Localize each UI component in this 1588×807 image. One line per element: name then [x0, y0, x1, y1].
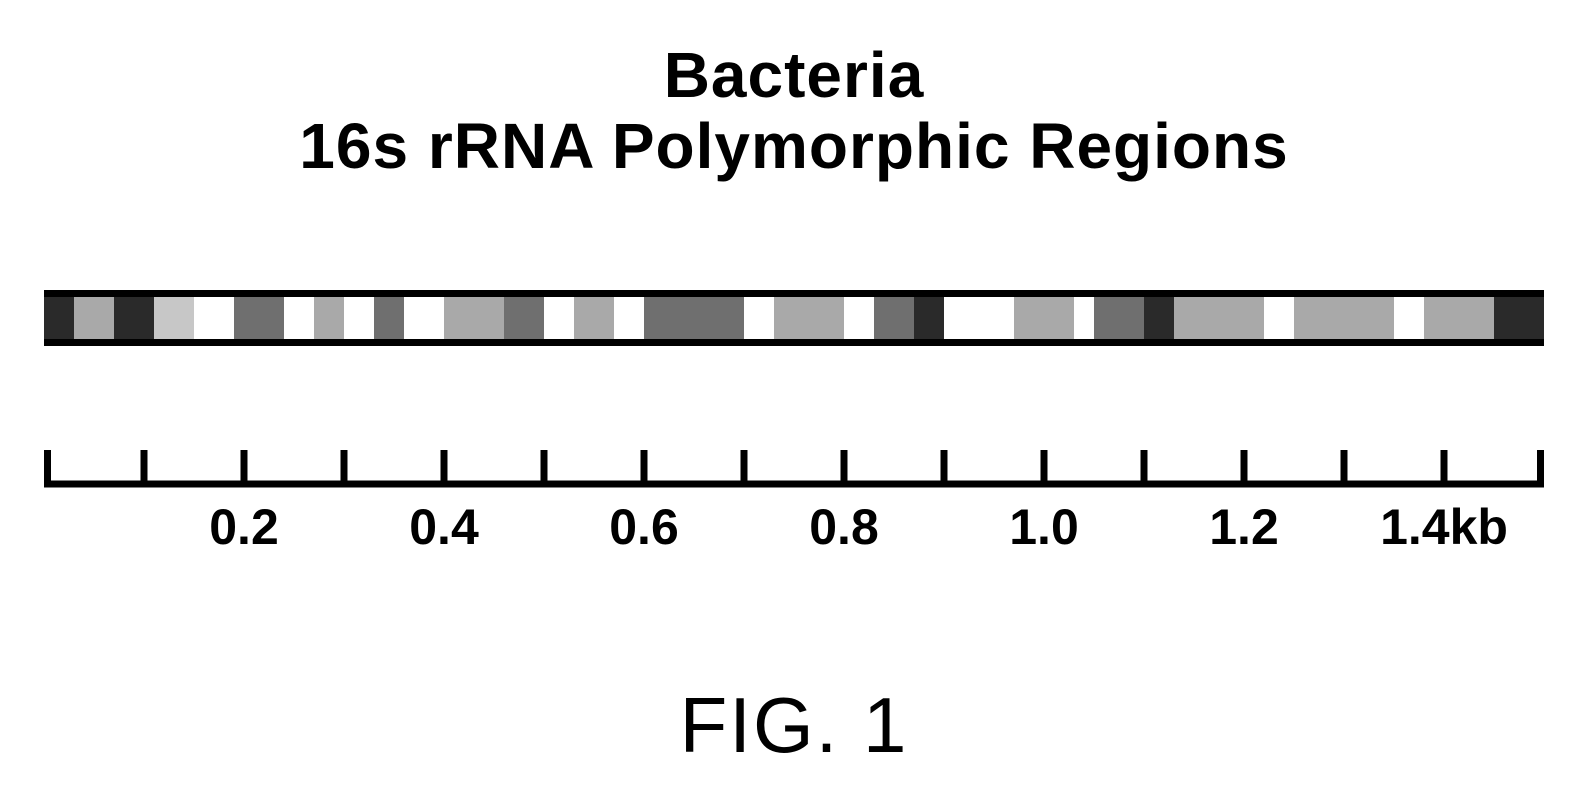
ruler-svg — [44, 450, 1544, 498]
polymorphic-band — [234, 297, 284, 339]
polymorphic-band — [644, 297, 744, 339]
polymorphic-band — [114, 297, 154, 339]
ruler-tick-label: 1.4kb — [1380, 498, 1508, 556]
ruler-tick-label: 1.0 — [1009, 498, 1079, 556]
polymorphic-band — [914, 297, 944, 339]
scale-ruler — [44, 450, 1544, 498]
polymorphic-band — [44, 297, 74, 339]
polymorphic-band — [154, 297, 194, 339]
ruler-labels: 0.2 0.4 0.6 0.8 1.0 1.2 1.4kb — [44, 498, 1544, 558]
polymorphic-band — [374, 297, 404, 339]
figure-caption: FIG. 1 — [0, 680, 1588, 771]
ruler-tick-label: 1.2 — [1209, 498, 1279, 556]
polymorphic-band — [1014, 297, 1074, 339]
polymorphic-band — [1094, 297, 1144, 339]
polymorphic-band — [314, 297, 344, 339]
ruler-tick-label: 0.2 — [209, 498, 279, 556]
title-line-2: 16s rRNA Polymorphic Regions — [0, 110, 1588, 184]
polymorphic-band — [874, 297, 914, 339]
ruler-tick-label: 0.4 — [409, 498, 479, 556]
title-line-1: Bacteria — [0, 40, 1588, 110]
ruler-tick-label: 0.8 — [809, 498, 879, 556]
figure-page: Bacteria 16s rRNA Polymorphic Regions 0.… — [0, 0, 1588, 807]
polymorphic-band — [774, 297, 844, 339]
title-block: Bacteria 16s rRNA Polymorphic Regions — [0, 40, 1588, 184]
polymorphic-band — [504, 297, 544, 339]
polymorphic-band — [1424, 297, 1494, 339]
polymorphic-region-bar — [44, 290, 1544, 346]
ruler-tick-label: 0.6 — [609, 498, 679, 556]
polymorphic-band — [1144, 297, 1174, 339]
polymorphic-band — [74, 297, 114, 339]
polymorphic-band — [1494, 297, 1544, 339]
polymorphic-band — [574, 297, 614, 339]
polymorphic-band — [1294, 297, 1394, 339]
polymorphic-band — [444, 297, 504, 339]
polymorphic-band — [1174, 297, 1264, 339]
